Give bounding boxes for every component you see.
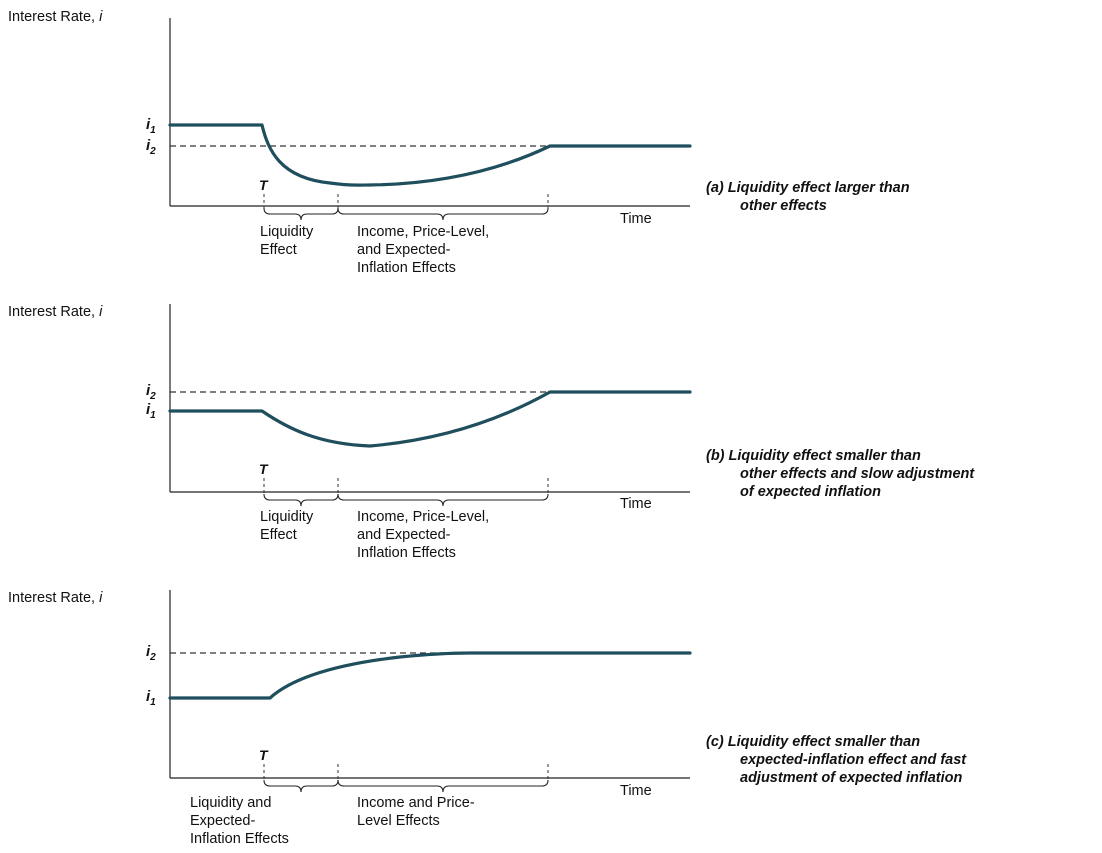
i2-label: i2 — [146, 643, 156, 663]
brace-right-label: Income and Price- Level Effects — [357, 795, 479, 829]
liquidity-brace — [263, 779, 339, 793]
i1-label: i1 — [146, 401, 156, 421]
x-axis-label: Time — [620, 496, 652, 512]
liquidity-brace — [263, 493, 339, 507]
panel-c: Interest Rate, i i2 i1 T Liquidity and E… — [8, 590, 970, 847]
y-axis-label: Interest Rate, i — [8, 9, 103, 25]
brace-left-label: Liquidity Effect — [260, 509, 317, 543]
interest-rate-curve — [168, 123, 692, 187]
caption-b: (b) Liquidity effect smaller than other … — [706, 448, 978, 500]
other-effects-brace — [337, 493, 549, 507]
brace-left-label: Liquidity Effect — [260, 224, 317, 258]
i2-label: i2 — [146, 382, 156, 402]
t-label: T — [259, 177, 269, 193]
brace-right-label: Income, Price-Level, and Expected- Infla… — [357, 509, 493, 561]
interest-rate-curve — [168, 651, 692, 700]
i2-label: i2 — [146, 137, 156, 157]
panel-a: Interest Rate, i i1 i2 T Liquidity Effec… — [8, 9, 914, 276]
t-label: T — [259, 461, 269, 477]
i1-label: i1 — [146, 116, 156, 136]
brace-left-label: Liquidity and Expected- Inflation Effect… — [190, 795, 289, 847]
interest-rate-curve — [168, 390, 692, 448]
x-axis-label: Time — [620, 211, 652, 227]
i1-label: i1 — [146, 688, 156, 708]
x-axis-label: Time — [620, 783, 652, 799]
caption-c: (c) Liquidity effect smaller than expect… — [706, 734, 970, 786]
caption-a: (a) Liquidity effect larger than other e… — [706, 180, 914, 214]
other-effects-brace — [337, 207, 549, 221]
y-axis-label: Interest Rate, i — [8, 590, 103, 606]
liquidity-brace — [263, 207, 339, 221]
other-effects-brace — [337, 779, 549, 793]
brace-right-label: Income, Price-Level, and Expected- Infla… — [357, 224, 493, 276]
panel-b: Interest Rate, i i2 i1 T Liquidity Effec… — [8, 304, 978, 561]
t-label: T — [259, 747, 269, 763]
y-axis-label: Interest Rate, i — [8, 304, 103, 320]
